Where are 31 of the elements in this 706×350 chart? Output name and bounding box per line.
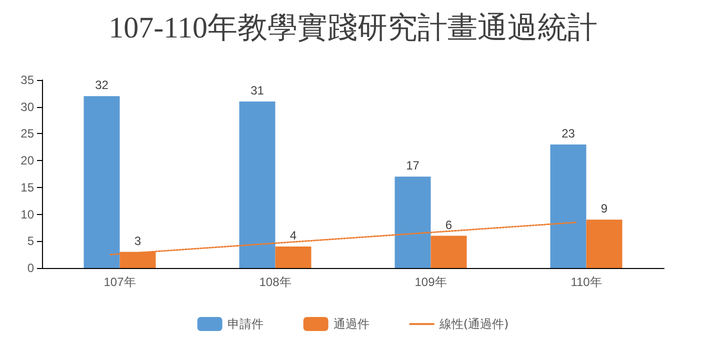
data-label: 9 xyxy=(600,202,608,216)
data-label: 4 xyxy=(290,228,297,243)
x-tick-label: 109年 xyxy=(414,275,447,289)
data-label: 23 xyxy=(562,126,576,140)
bar xyxy=(586,220,622,268)
data-label: 31 xyxy=(250,83,264,98)
data-label: 3 xyxy=(134,234,142,248)
y-tick-label: 25 xyxy=(20,126,34,141)
bar xyxy=(550,144,586,268)
bar xyxy=(394,176,431,268)
data-label: 6 xyxy=(445,218,452,232)
x-tick-label: 110年 xyxy=(570,275,602,289)
x-tick-label: 108年 xyxy=(259,275,292,289)
y-tick-label: 5 xyxy=(27,234,34,248)
y-tick-label: 30 xyxy=(20,100,34,114)
bar xyxy=(430,236,467,268)
bar xyxy=(275,246,312,268)
x-tick-label: 107年 xyxy=(104,275,136,289)
bar xyxy=(84,96,120,268)
y-tick-label: 0 xyxy=(27,261,34,275)
data-label: 32 xyxy=(95,78,109,92)
bar xyxy=(239,101,276,268)
chart-title: 107-110年教學實踐研究計畫通過統計 xyxy=(108,12,598,44)
y-tick-label: 15 xyxy=(20,180,34,194)
legend-label: 申請件 xyxy=(227,317,264,331)
y-tick-label: 10 xyxy=(20,207,34,222)
y-tick-label: 35 xyxy=(20,73,34,87)
legend-label: 線性(通過件) xyxy=(438,317,509,331)
data-label: 17 xyxy=(406,158,420,173)
legend-label: 通過件 xyxy=(333,317,370,331)
y-tick-label: 20 xyxy=(20,154,34,168)
